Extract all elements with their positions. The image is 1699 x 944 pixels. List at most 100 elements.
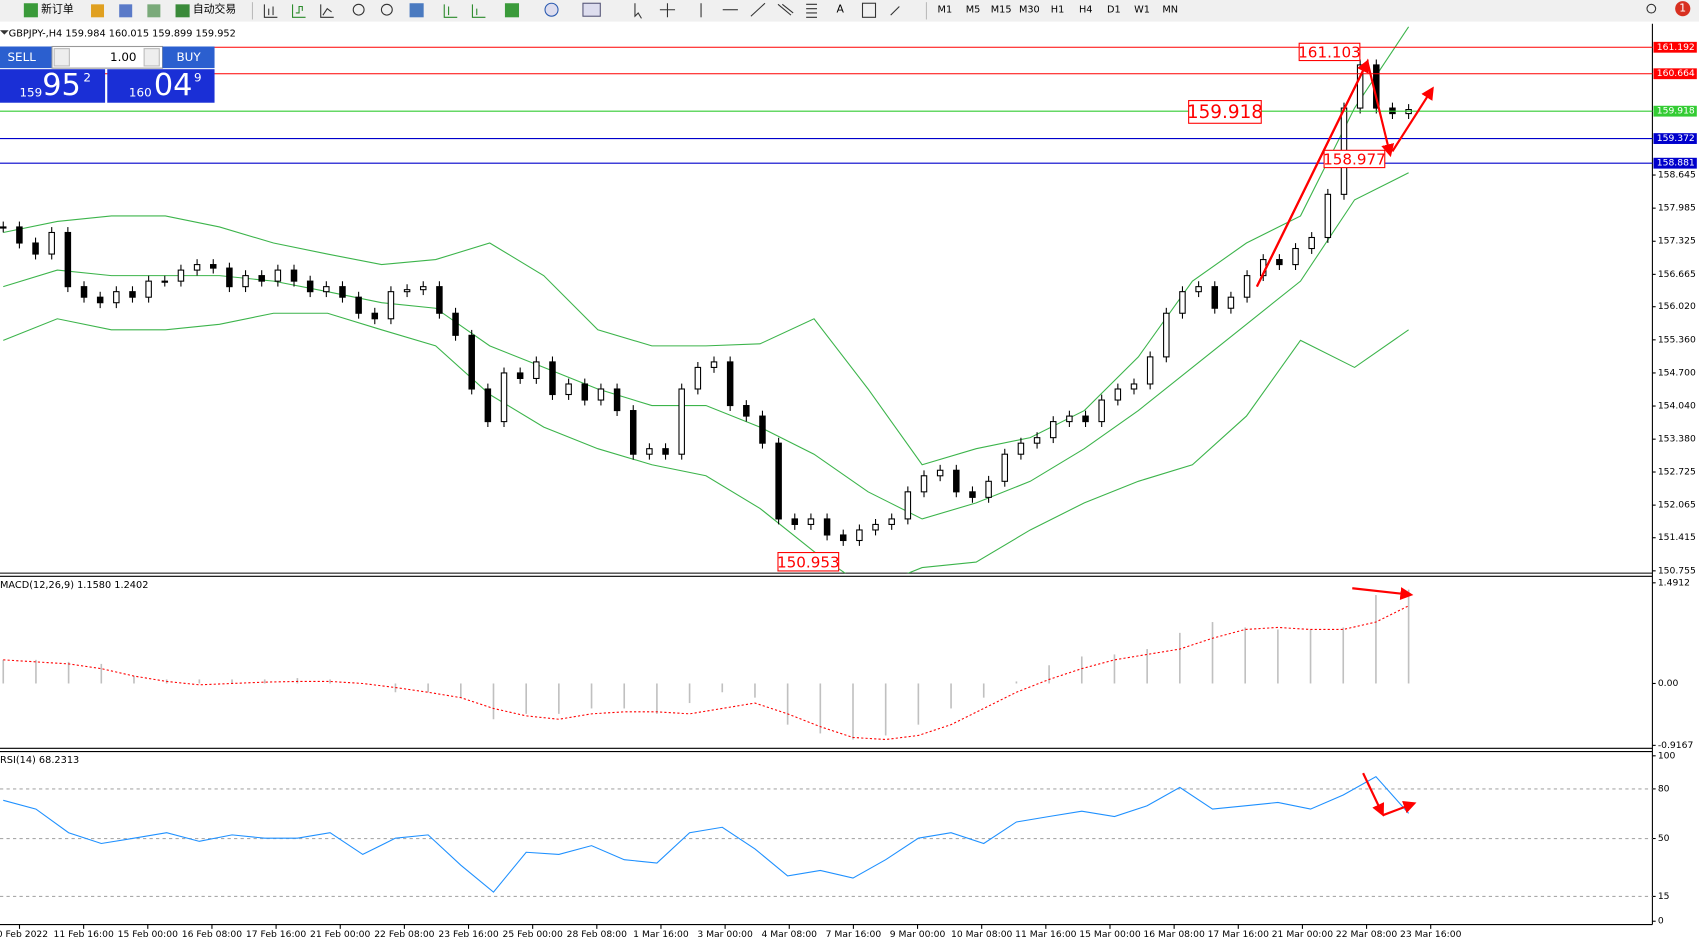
auto-trading-icon[interactable] — [175, 4, 190, 18]
timeframe[interactable]: H4 — [1079, 5, 1093, 16]
x-tick-label: 22 Mar 08:00 — [1336, 929, 1398, 940]
collapse-icon[interactable] — [0, 30, 9, 35]
buy-label[interactable]: BUY — [176, 50, 201, 64]
volume-up[interactable] — [143, 48, 160, 67]
icon[interactable] — [147, 4, 161, 18]
new-order-icon[interactable] — [23, 3, 38, 18]
timeframe[interactable]: D1 — [1107, 5, 1121, 16]
badge[interactable] — [1675, 1, 1691, 17]
sell-label[interactable]: SELL — [8, 50, 37, 64]
toolbar: 新订单 自动交易 A M1 M5 M15 M30 H1 H4 D1 W1 MN 1 — [0, 0, 1699, 22]
arrows-tool[interactable] — [890, 6, 900, 16]
crosshair-icon[interactable] — [659, 3, 676, 18]
rsi-line — [3, 775, 1410, 893]
y-tick-label: 15 — [1658, 891, 1670, 902]
cursor-icon[interactable] — [634, 3, 642, 19]
x-tick-label: 28 Feb 08:00 — [567, 929, 627, 940]
zoom-in[interactable] — [352, 3, 365, 16]
x-tick-label: 4 Mar 08:00 — [761, 929, 817, 940]
channel-icon[interactable] — [777, 3, 794, 16]
candle — [1001, 453, 1009, 482]
template-icon[interactable] — [582, 2, 601, 17]
bid-pips: 95 — [42, 68, 81, 103]
shift-icon[interactable] — [471, 4, 486, 18]
chart-title: GBPJPY-,H4 159.984 160.015 159.899 159.9… — [9, 29, 236, 40]
line-icon[interactable] — [320, 4, 334, 18]
candle — [355, 296, 362, 314]
bollinger-lower — [3, 312, 1409, 574]
buy-button[interactable] — [162, 46, 215, 69]
candle — [1308, 236, 1315, 250]
x-tick-label: 23 Mar 16:00 — [1400, 929, 1462, 940]
candle — [161, 280, 169, 283]
timeframe[interactable]: H1 — [1051, 5, 1065, 16]
volume-down[interactable] — [53, 48, 70, 67]
bid-point: 2 — [83, 70, 91, 84]
ask-box[interactable] — [107, 69, 215, 103]
candle — [743, 405, 750, 417]
volume[interactable]: 1.00 — [110, 50, 137, 64]
sell-button[interactable] — [0, 46, 53, 69]
candle — [694, 366, 702, 390]
candle — [533, 361, 540, 380]
timeframe[interactable]: M30 — [1019, 5, 1040, 16]
price-level-tag — [1653, 133, 1697, 144]
price-level-label: 161.192 — [1657, 42, 1695, 53]
candle — [775, 442, 782, 520]
annotation: 159.918 — [1187, 102, 1263, 123]
timeframe[interactable]: M5 — [966, 5, 981, 16]
candle — [1243, 275, 1251, 298]
period-icon[interactable] — [544, 2, 559, 17]
candle — [1146, 356, 1154, 385]
y-tick-label: 152.065 — [1658, 500, 1696, 511]
candle — [920, 475, 928, 493]
candle — [436, 286, 443, 314]
bid-box[interactable] — [0, 69, 106, 103]
timeframe[interactable]: M15 — [991, 5, 1012, 16]
y-tick-label: 156.020 — [1658, 301, 1696, 312]
icon[interactable] — [119, 4, 133, 18]
candle — [856, 529, 863, 542]
timeframe[interactable]: W1 — [1134, 5, 1150, 16]
price-level-label: 159.372 — [1657, 133, 1695, 144]
timeframe[interactable]: M1 — [938, 5, 953, 16]
x-tick-label: 7 Mar 16:00 — [826, 929, 882, 940]
text-tool[interactable]: A — [836, 3, 844, 16]
candle — [209, 264, 217, 269]
annotation: 150.953 — [777, 553, 840, 571]
candle — [549, 361, 556, 396]
y-tick-label: 156.665 — [1658, 269, 1696, 280]
candle-icon[interactable] — [292, 4, 306, 18]
candle — [581, 383, 589, 401]
scroll-icon[interactable] — [443, 4, 458, 18]
macd-title: MACD(12,26,9) 1.1580 1.2402 — [0, 580, 148, 591]
trend-icon[interactable] — [750, 2, 766, 17]
candle — [662, 448, 669, 455]
search-icon[interactable] — [1646, 3, 1657, 14]
tile-icon[interactable] — [409, 3, 424, 18]
candle — [193, 264, 201, 271]
timeframe[interactable]: MN — [1162, 5, 1178, 16]
bar-chart-icon[interactable] — [263, 4, 278, 18]
price-level-label: 159.918 — [1657, 106, 1695, 117]
candle — [936, 469, 944, 477]
candle — [500, 372, 508, 423]
label-tool[interactable] — [861, 2, 877, 18]
candle — [1114, 388, 1122, 401]
candle — [904, 491, 912, 520]
auto-trading[interactable]: 自动交易 — [193, 2, 236, 16]
zoom-out[interactable] — [380, 3, 393, 16]
new-order[interactable]: 新订单 — [41, 2, 74, 16]
y-tick-label: 1.4912 — [1658, 577, 1690, 588]
toolbar-bg — [0, 0, 1699, 22]
fibo-icon[interactable] — [806, 3, 817, 18]
candle — [64, 231, 72, 288]
indicators-icon[interactable] — [504, 3, 520, 18]
arrow — [1382, 801, 1417, 817]
rsi-title: RSI(14) 68.2313 — [0, 755, 79, 766]
x-tick-label: 10 Mar 08:00 — [951, 929, 1013, 940]
x-tick-label: 17 Feb 16:00 — [246, 929, 306, 940]
icon[interactable] — [91, 4, 105, 18]
x-tick-label: 22 Feb 08:00 — [374, 929, 434, 940]
